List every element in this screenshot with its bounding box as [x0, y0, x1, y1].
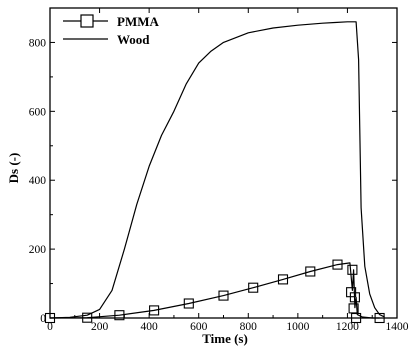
- axis-tick-labels: 0 200 400 600 800 1000 1200 1400 0 200 400 600 800: [29, 37, 409, 333]
- y-tick-label: 600: [29, 106, 47, 118]
- legend-label-wood: Wood: [117, 32, 150, 47]
- series-lines: [49, 21, 385, 319]
- x-tick-label: 0: [47, 321, 53, 333]
- y-tick-label: 400: [29, 175, 47, 187]
- series-markers: [44, 259, 385, 324]
- y-tick-label: 0: [40, 313, 46, 325]
- x-tick-label: 400: [141, 321, 159, 333]
- pmma-marker: [82, 312, 93, 323]
- y-axis-title: Ds (-): [6, 153, 21, 184]
- series-line-wood: [49, 21, 385, 319]
- x-tick-label: 200: [91, 321, 109, 333]
- plot-frame: [49, 7, 398, 319]
- legend-label-pmma: PMMA: [117, 14, 159, 29]
- pmma-marker: [349, 292, 360, 303]
- axis-ticks: [49, 8, 398, 319]
- plot-area-border: [49, 7, 398, 319]
- pmma-marker: [218, 290, 229, 301]
- x-tick-label: 1400: [386, 321, 409, 333]
- pmma-marker: [332, 259, 343, 270]
- y-tick-label: 200: [29, 244, 47, 256]
- pmma-marker: [347, 264, 358, 275]
- pmma-marker: [348, 303, 359, 314]
- x-tick-label: 600: [190, 321, 208, 333]
- y-tick-label: 800: [29, 37, 47, 49]
- pmma-marker: [248, 282, 259, 293]
- x-tick-label: 1000: [286, 321, 309, 333]
- pmma-marker: [44, 312, 56, 324]
- pmma-marker: [374, 312, 385, 324]
- pmma-marker: [277, 274, 289, 285]
- x-tick-label: 1200: [336, 321, 359, 333]
- x-tick-label: 800: [240, 321, 258, 333]
- series-line-pmma: [49, 262, 380, 319]
- legend-marker-pmma: [80, 14, 94, 28]
- legend: PMMA Wood: [63, 14, 159, 47]
- x-axis-title: Time (s): [202, 331, 248, 346]
- pmma-marker: [346, 287, 357, 298]
- pmma-marker: [305, 266, 316, 277]
- pmma-marker: [149, 305, 160, 316]
- pmma-marker: [183, 298, 194, 309]
- pmma-marker: [351, 312, 362, 324]
- pmma-marker: [114, 310, 125, 321]
